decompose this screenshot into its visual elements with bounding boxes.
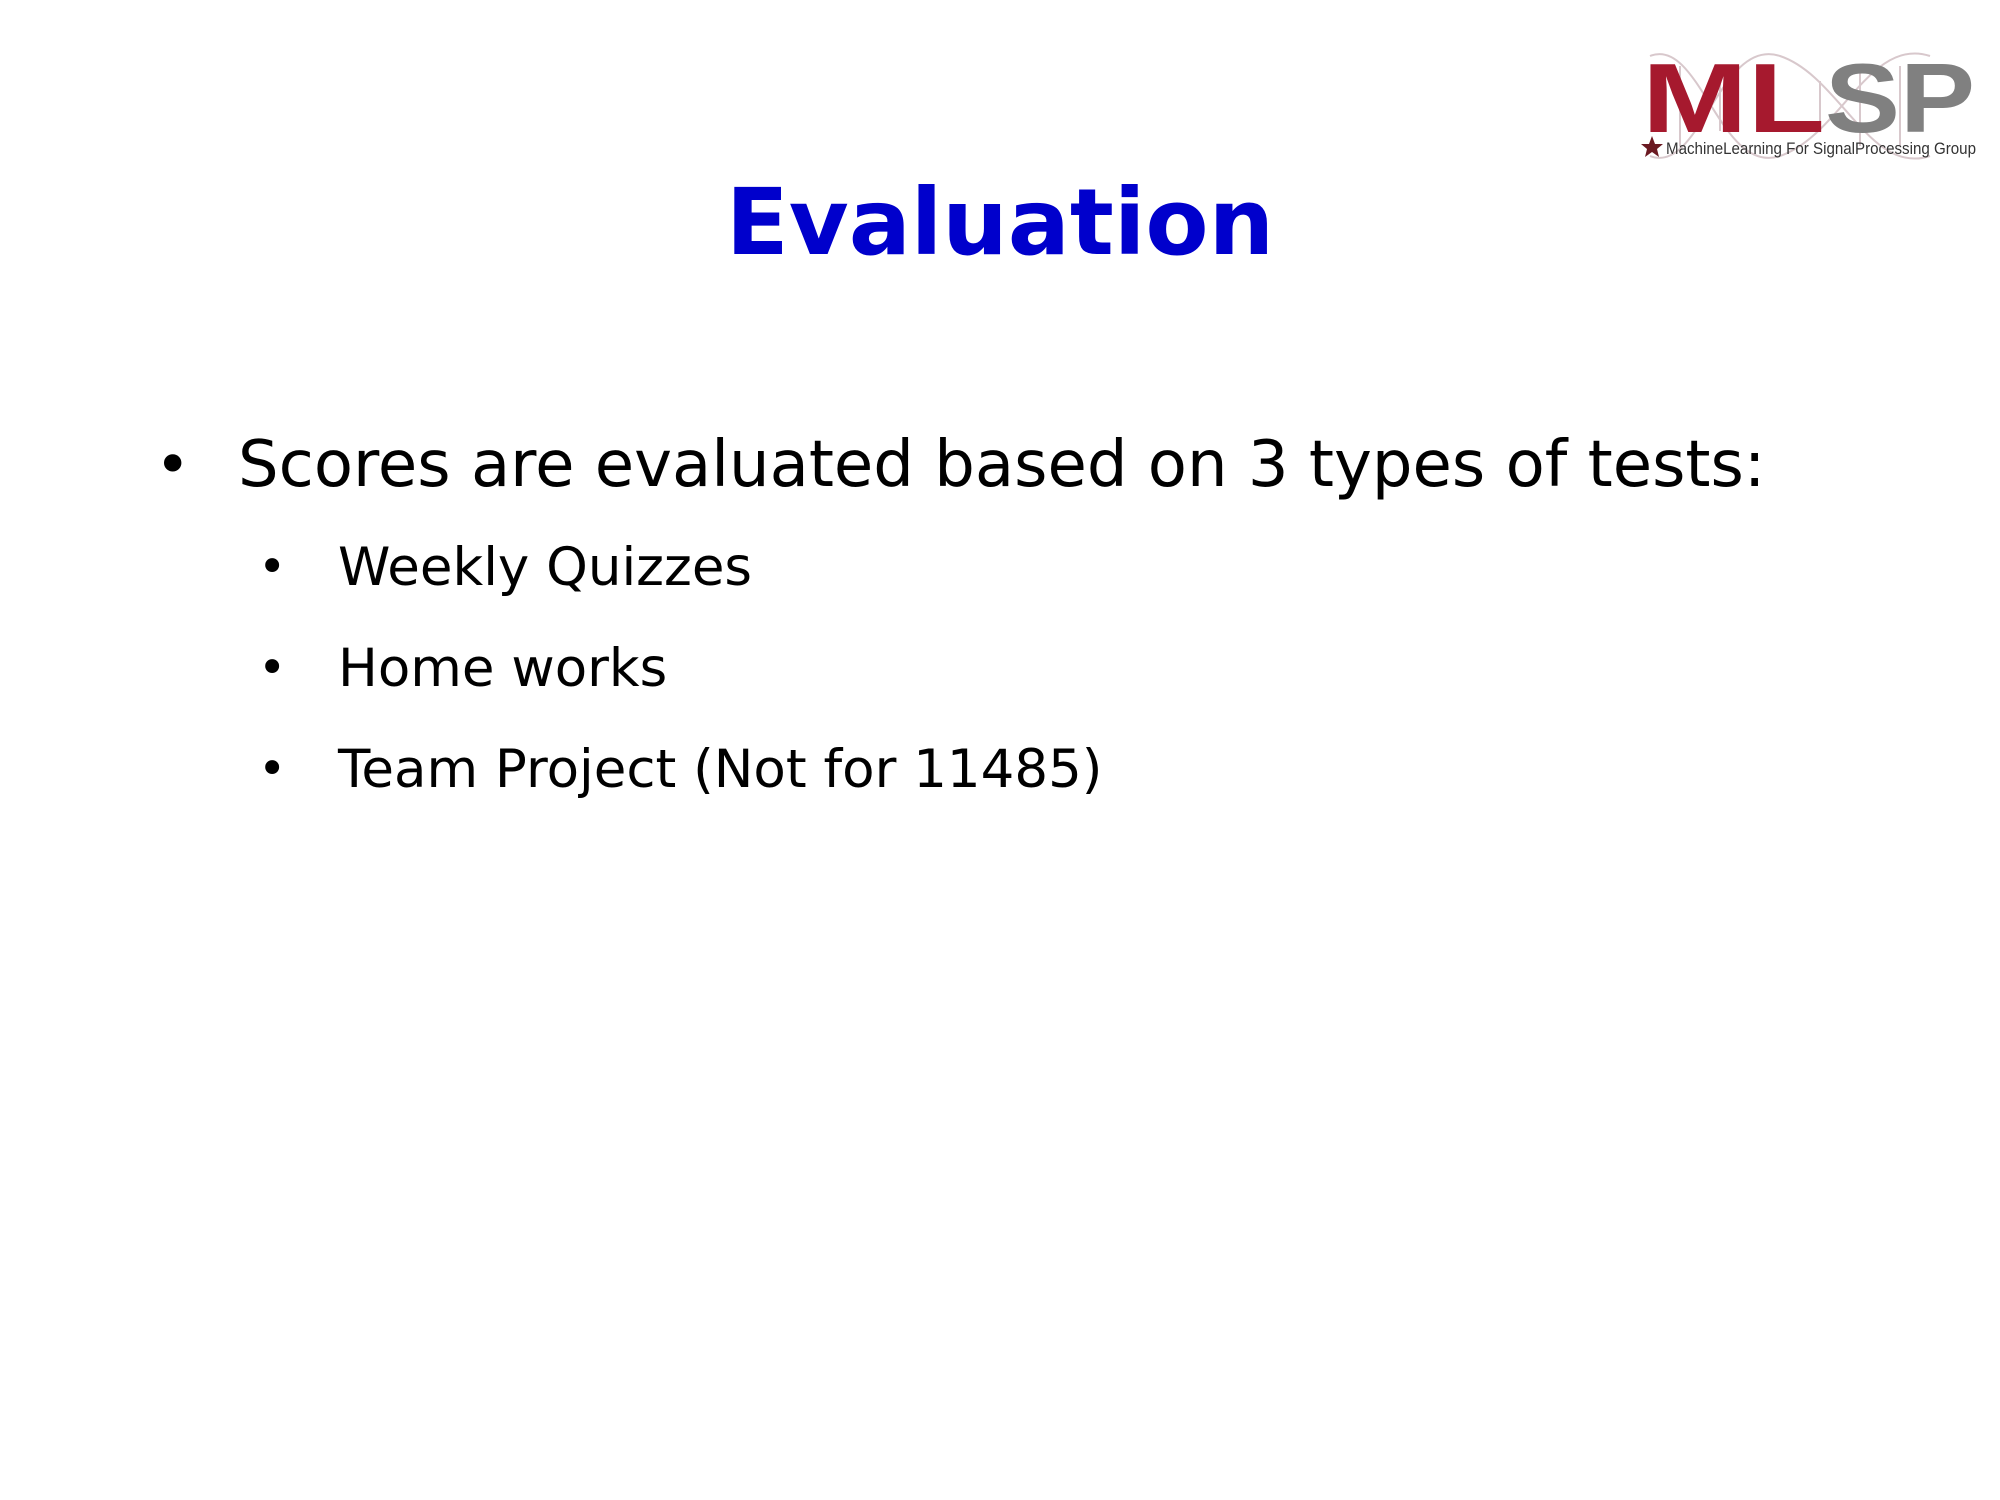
sub-bullet-item: • Team Project (Not for 11485) [155,719,1103,820]
sub-bullet-text: Home works [338,638,668,699]
mlsp-logo: ML SP MachineLearning For SignalProcessi… [1640,36,1980,181]
sub-bullet-dot-icon: • [258,741,287,797]
bullet-dot-icon: • [155,430,191,500]
bullet-list: • Scores are evaluated based on 3 types … [155,415,1855,515]
sub-bullet-text: Weekly Quizzes [338,537,753,598]
sub-bullet-item: • Weekly Quizzes [155,517,1103,618]
bullet-item: • Scores are evaluated based on 3 types … [155,415,1855,515]
sub-bullet-text: Team Project (Not for 11485) [338,739,1103,800]
helix-decoration [1649,52,1931,160]
mlsp-logo-graphic: ML SP MachineLearning For SignalProcessi… [1641,43,1976,160]
bullet-text: Scores are evaluated based on 3 types of… [238,428,1766,502]
sub-bullet-item: • Home works [155,618,1103,719]
star-icon [1641,136,1663,157]
slide-title: Evaluation [725,169,1275,276]
sub-bullet-dot-icon: • [258,539,287,595]
sub-bullet-list: • Weekly Quizzes • Home works • Team Pro… [155,517,1103,820]
sub-bullet-dot-icon: • [258,640,287,696]
logo-tagline: MachineLearning For SignalProcessing Gro… [1666,139,1976,158]
logo-sp-letters: SP [1825,43,1975,153]
logo-ml-letters: ML [1642,43,1825,153]
